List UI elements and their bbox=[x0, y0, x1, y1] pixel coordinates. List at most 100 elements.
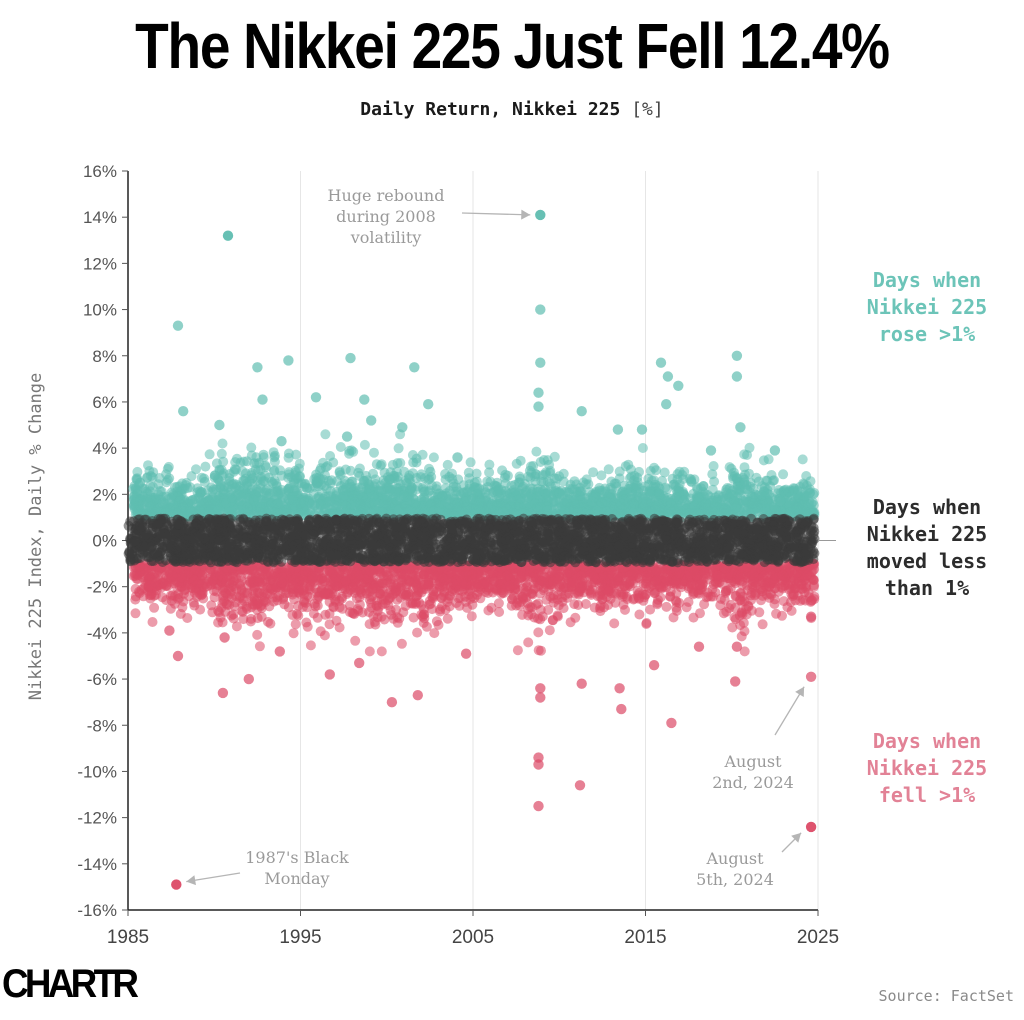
point-rose bbox=[526, 467, 537, 478]
point-rose bbox=[533, 486, 544, 497]
point-rose bbox=[369, 447, 379, 458]
point-rose bbox=[645, 466, 656, 476]
point-rose bbox=[799, 479, 809, 490]
point-rose bbox=[679, 466, 690, 477]
point-rose bbox=[357, 492, 368, 503]
point-rose bbox=[558, 468, 569, 479]
point-rose bbox=[132, 466, 143, 477]
point-fell bbox=[688, 589, 699, 600]
point-fell bbox=[543, 604, 554, 615]
point-rose bbox=[354, 463, 365, 474]
point-rose bbox=[216, 448, 227, 459]
subtitle-unit: [%] bbox=[631, 99, 664, 120]
point-rose bbox=[603, 464, 614, 475]
point-rose bbox=[596, 470, 607, 481]
point-rose bbox=[794, 492, 805, 503]
point-fell bbox=[735, 594, 746, 605]
point-fell bbox=[197, 570, 208, 581]
point-rose bbox=[247, 473, 258, 483]
point-fell bbox=[483, 605, 494, 616]
y-axis-title: Nikkei 225 Index, Daily % Change bbox=[26, 373, 46, 701]
point-fell bbox=[130, 608, 141, 619]
y-tick-label: 10% bbox=[83, 301, 117, 320]
point-fell bbox=[252, 629, 263, 640]
chart-title: The Nikkei 225 Just Fell 12.4% bbox=[135, 10, 890, 82]
point-rose bbox=[637, 443, 648, 453]
point-fell bbox=[421, 621, 432, 632]
point-fell bbox=[377, 599, 388, 610]
point-rose bbox=[209, 470, 220, 481]
y-tick-label: 8% bbox=[92, 347, 117, 366]
point-fell bbox=[599, 602, 610, 613]
point-rose bbox=[345, 465, 356, 476]
point-rose bbox=[731, 472, 742, 483]
point-fell bbox=[553, 600, 564, 611]
point-rose bbox=[511, 458, 522, 469]
y-tick-label: 12% bbox=[83, 254, 117, 273]
point-fell bbox=[494, 607, 505, 617]
point-rose bbox=[424, 463, 434, 474]
point-fell bbox=[670, 595, 681, 606]
point-fell bbox=[782, 602, 793, 613]
point-rose bbox=[398, 490, 409, 501]
point-fell bbox=[165, 603, 176, 614]
point-rose bbox=[200, 461, 211, 472]
point-fell bbox=[152, 574, 163, 585]
point-fell bbox=[290, 619, 301, 630]
point-rose bbox=[236, 491, 247, 502]
point-rose bbox=[405, 504, 416, 515]
point-rose bbox=[129, 499, 139, 510]
point-fell bbox=[544, 625, 555, 636]
point-fell bbox=[493, 598, 504, 609]
point-rose bbox=[286, 492, 297, 503]
point-fell bbox=[215, 612, 226, 623]
point-rose bbox=[382, 491, 393, 502]
point-rose bbox=[347, 487, 358, 497]
point-rose bbox=[143, 460, 153, 471]
point-rose bbox=[442, 459, 453, 470]
point-rose bbox=[678, 495, 689, 506]
point-fell bbox=[547, 615, 558, 626]
point-fell bbox=[149, 602, 160, 613]
subtitle-text: Daily Return, Nikkei 225 bbox=[360, 99, 621, 120]
point-fell bbox=[634, 609, 645, 620]
point-rose bbox=[686, 476, 697, 487]
point-fell bbox=[279, 599, 290, 610]
point-rose bbox=[276, 470, 287, 481]
point-rose bbox=[740, 484, 751, 495]
point-rose bbox=[162, 463, 173, 474]
point-fell bbox=[609, 618, 620, 629]
point-rose bbox=[725, 489, 736, 499]
y-tick-label: 0% bbox=[92, 532, 117, 551]
point-rose bbox=[178, 502, 189, 513]
point-fell bbox=[242, 603, 252, 614]
point-rose bbox=[689, 501, 700, 512]
point-rose bbox=[558, 497, 569, 508]
point-rose bbox=[395, 458, 406, 468]
point-rose bbox=[724, 462, 735, 473]
point-rose bbox=[653, 496, 664, 506]
point-fell bbox=[533, 645, 544, 656]
point-fell bbox=[641, 619, 652, 629]
point-rose bbox=[427, 480, 437, 491]
point-fell bbox=[757, 586, 768, 597]
point-fell bbox=[319, 630, 330, 641]
point-rose bbox=[313, 491, 324, 502]
point-rose bbox=[569, 476, 580, 487]
point-fell bbox=[416, 600, 427, 611]
point-rose bbox=[346, 445, 357, 456]
point-rose bbox=[335, 442, 346, 452]
point-rose bbox=[530, 498, 541, 509]
point-rose bbox=[238, 456, 249, 467]
point-rose bbox=[775, 496, 786, 507]
point-fell bbox=[777, 569, 788, 580]
y-tick-label: 2% bbox=[92, 485, 117, 504]
point-fell bbox=[308, 608, 319, 619]
point-fell bbox=[231, 621, 242, 632]
point-fell bbox=[569, 599, 580, 610]
point-rose bbox=[748, 498, 759, 509]
point-rose bbox=[428, 452, 439, 463]
point-rose bbox=[359, 439, 370, 450]
point-fell bbox=[400, 601, 411, 611]
